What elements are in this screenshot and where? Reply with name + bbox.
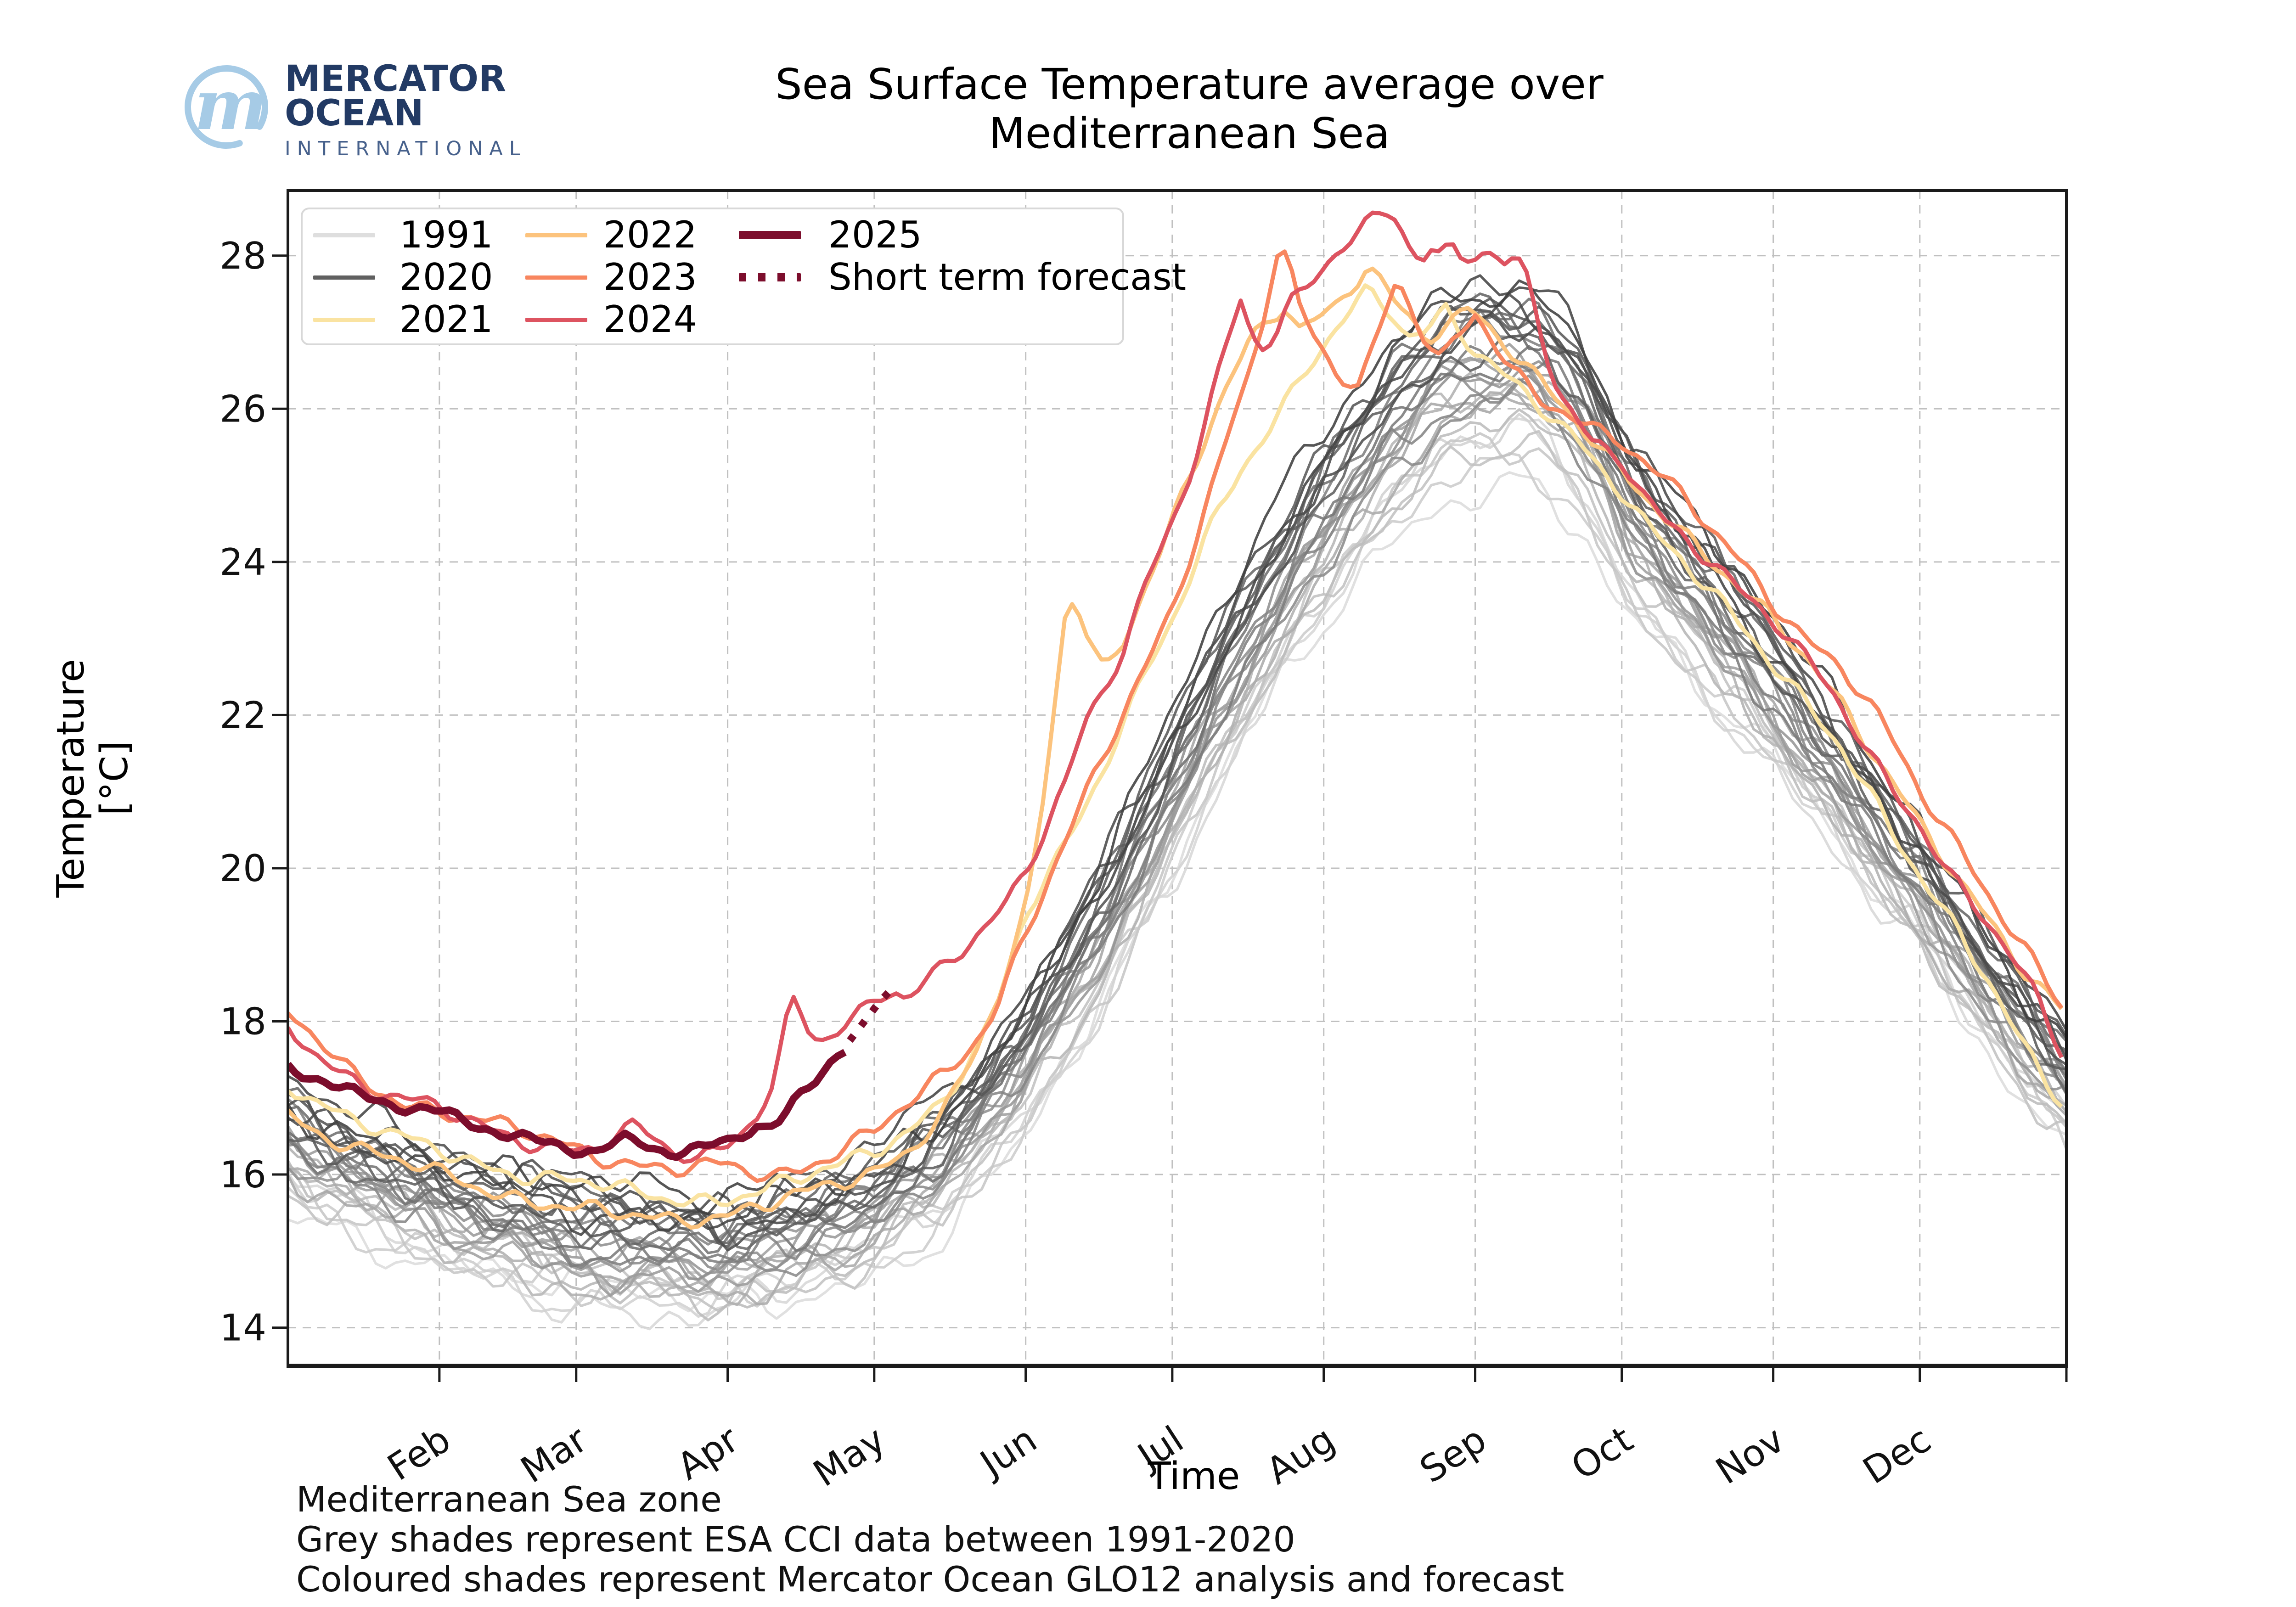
svg-text:22: 22 xyxy=(219,694,266,736)
legend-label: 2024 xyxy=(603,298,697,341)
legend-label: 2023 xyxy=(603,256,697,298)
svg-text:14: 14 xyxy=(219,1307,266,1349)
legend-label: 2022 xyxy=(603,214,697,256)
footer-notes: Mediterranean Sea zone Grey shades repre… xyxy=(296,1479,1564,1599)
logo-line-ocean: OCEAN xyxy=(285,93,424,134)
legend-swatch xyxy=(313,275,375,280)
legend-swatch xyxy=(313,317,375,322)
svg-text:Dec: Dec xyxy=(1856,1418,1938,1492)
svg-text:24: 24 xyxy=(219,541,266,584)
logo-line-international: INTERNATIONAL xyxy=(285,137,527,160)
legend-swatch xyxy=(739,231,801,239)
svg-text:16: 16 xyxy=(219,1153,266,1196)
legend-label: 2025 xyxy=(828,214,922,256)
svg-text:Apr: Apr xyxy=(670,1418,746,1488)
legend-label: 1991 xyxy=(400,214,493,256)
logo-wordmark: MERCATOR OCEAN INTERNATIONAL xyxy=(285,58,527,160)
legend-label: Short term forecast xyxy=(828,256,1187,298)
y-axis-label: Temperature [°C] xyxy=(49,659,136,898)
mercator-logo: m MERCATOR OCEAN INTERNATIONAL xyxy=(180,61,686,180)
legend-swatch xyxy=(525,275,587,280)
footer-note-line: Mediterranean Sea zone xyxy=(296,1479,722,1520)
legend-swatch xyxy=(525,233,587,237)
legend-label: 2021 xyxy=(400,298,493,341)
svg-text:Jun: Jun xyxy=(971,1418,1044,1486)
svg-text:Feb: Feb xyxy=(380,1418,458,1489)
legend-swatch xyxy=(313,233,375,237)
svg-text:26: 26 xyxy=(219,388,266,430)
svg-text:18: 18 xyxy=(219,1000,266,1043)
x-axis-label: Time xyxy=(1148,1455,1240,1498)
footer-note-line: Grey shades represent ESA CCI data betwe… xyxy=(296,1519,1295,1560)
svg-text:Nov: Nov xyxy=(1708,1418,1792,1493)
legend-label: 2020 xyxy=(400,256,493,298)
footer-note-line: Coloured shades represent Mercator Ocean… xyxy=(296,1559,1564,1600)
svg-text:20: 20 xyxy=(219,847,266,890)
svg-text:m: m xyxy=(194,65,267,146)
logo-line-mercator: MERCATOR xyxy=(285,58,506,100)
legend-swatch xyxy=(525,317,587,322)
mercator-logo-mark-icon: m xyxy=(184,65,268,149)
chart-legend: 1991 2020 2021 2022 2023 2024 2025 Short… xyxy=(301,208,1186,345)
svg-text:Oct: Oct xyxy=(1564,1418,1640,1488)
legend-swatch xyxy=(739,273,801,281)
svg-text:28: 28 xyxy=(219,235,266,277)
page-title: Sea Surface Temperature average over Med… xyxy=(775,60,1604,158)
